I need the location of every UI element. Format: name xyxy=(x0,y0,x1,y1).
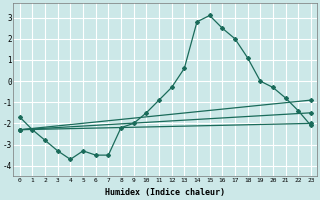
X-axis label: Humidex (Indice chaleur): Humidex (Indice chaleur) xyxy=(105,188,225,197)
